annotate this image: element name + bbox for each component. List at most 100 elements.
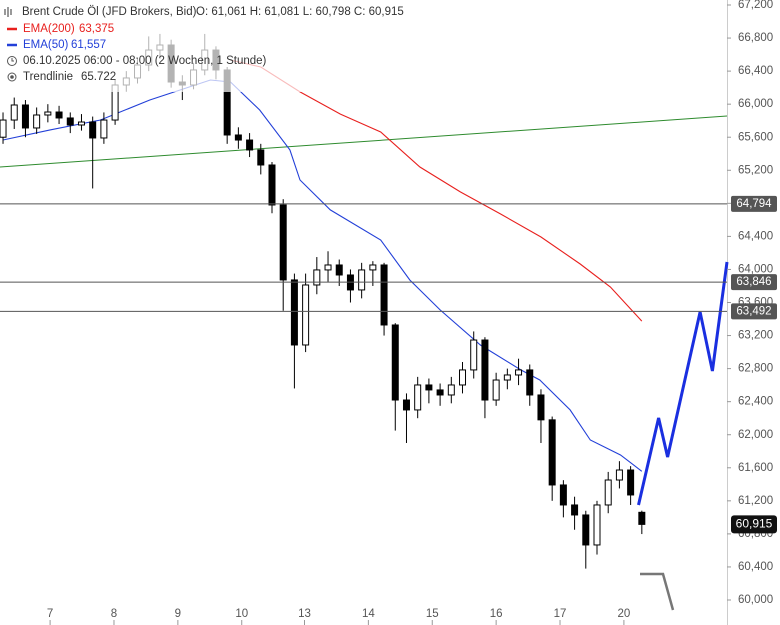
candle-body: [548, 419, 556, 486]
candle-body: [10, 104, 18, 121]
candle-body: [481, 339, 489, 401]
candle-body: [268, 164, 276, 206]
candle-body: [503, 374, 511, 381]
candle-body: [627, 469, 635, 496]
y-tick-label: 62,400: [738, 396, 773, 408]
candle-body: [358, 269, 366, 291]
level-label: 63,846: [736, 276, 771, 288]
candle-body: [459, 369, 467, 386]
x-tick-label: 14: [362, 608, 375, 620]
candle-body: [615, 469, 623, 481]
candle-body: [0, 119, 7, 138]
legend-label: EMA(50): [23, 39, 69, 51]
clock-icon: [7, 56, 17, 66]
y-tick-label: 66,000: [738, 98, 773, 110]
legend-value: 61,557: [71, 39, 106, 51]
clock-icon: [11, 58, 14, 62]
bracket-shape: [640, 572, 675, 611]
candle-body: [380, 264, 388, 326]
last-price-label: 60,915: [736, 517, 773, 531]
candle-body: [100, 119, 108, 139]
series-line: [2, 79, 643, 472]
x-tick-label: 8: [111, 608, 117, 620]
candle-body: [313, 269, 321, 286]
y-tick-label: 66,800: [738, 32, 773, 44]
candle-body: [604, 479, 612, 506]
candle-body: [638, 511, 646, 525]
level-label: 63,492: [736, 305, 771, 317]
x-tick-label: 7: [47, 608, 53, 620]
candle-body: [89, 121, 97, 139]
candle-body: [402, 399, 410, 411]
legend-period: 06.10.2025 06:00 - 08:00 (2 Wochen, 1 St…: [23, 55, 267, 67]
plot-area: [0, 33, 729, 569]
candle-body: [246, 139, 254, 151]
candle-body: [302, 284, 310, 346]
candle-body: [335, 264, 343, 276]
y-tick-label: 66,400: [738, 65, 773, 77]
legend-value: 65.722: [81, 71, 116, 83]
candle-body: [324, 264, 332, 271]
y-tick-label: 60,400: [738, 561, 773, 573]
candle-body: [425, 384, 433, 391]
x-tick-label: 20: [617, 608, 630, 620]
legend-title: Brent Crude Öl (JFD Brokers, Bid): [22, 6, 197, 18]
x-tick-label: 15: [426, 608, 439, 620]
candle-body: [436, 389, 444, 396]
candle-body: [537, 394, 545, 421]
candle-body: [492, 379, 500, 401]
candle-body: [526, 369, 534, 396]
x-tick-label: 10: [235, 608, 248, 620]
candle-body: [55, 111, 63, 119]
dot-icon: [10, 75, 14, 79]
legend-ohlc: O: 61,061 H: 61,081 L: 60,798 C: 60,915: [196, 6, 404, 18]
candle-body: [279, 204, 287, 281]
y-tick-label: 65,600: [738, 131, 773, 143]
candle-body: [470, 339, 478, 371]
y-tick-label: 60,000: [738, 594, 773, 606]
candle-body: [414, 384, 422, 411]
candle-body: [515, 369, 523, 376]
level-tag: [731, 195, 777, 212]
y-tick-label: 61,600: [738, 462, 773, 474]
legend-bg: [0, 0, 405, 92]
y-tick-label: 62,000: [738, 429, 773, 441]
dot-icon: [7, 72, 17, 82]
level-tag: [731, 303, 777, 320]
candle-body: [559, 484, 567, 506]
candle-body: [77, 121, 85, 126]
candle-body: [257, 149, 265, 166]
candle-body: [290, 279, 298, 346]
y-tick-label: 64,000: [738, 263, 773, 275]
candle-body: [33, 114, 41, 129]
legend-value: 63,375: [79, 23, 114, 35]
y-tick-label: 67,200: [738, 0, 773, 11]
legend-icon: [4, 7, 12, 17]
candle-body: [44, 111, 52, 116]
legend-label: Trendlinie: [23, 71, 73, 83]
x-tick-label: 9: [175, 608, 181, 620]
legend: Brent Crude Öl (JFD Brokers, Bid) O: 61,…: [0, 0, 405, 92]
y-tick-label: 62,800: [738, 363, 773, 375]
series-line: [637, 261, 729, 506]
series-line: [0, 115, 728, 168]
level-tag: [731, 274, 777, 291]
y-tick-label: 63,200: [738, 330, 773, 342]
legend-label: EMA(200): [23, 23, 75, 35]
y-tick-label: 65,200: [738, 164, 773, 176]
candle-body: [447, 384, 455, 396]
x-tick-label: 16: [490, 608, 503, 620]
level-label: 64,794: [736, 198, 772, 210]
candle-body: [369, 264, 377, 271]
last-price-tag: [731, 515, 777, 534]
candle-body: [21, 104, 29, 129]
candle-body: [66, 117, 74, 126]
candle-body: [234, 134, 242, 141]
candle-body: [593, 504, 601, 546]
y-tick-label: 64,400: [738, 230, 773, 242]
candle-body: [391, 324, 399, 401]
x-tick-label: 17: [554, 608, 567, 620]
x-tick-label: 13: [298, 608, 311, 620]
y-tick-label: 61,200: [738, 495, 773, 507]
